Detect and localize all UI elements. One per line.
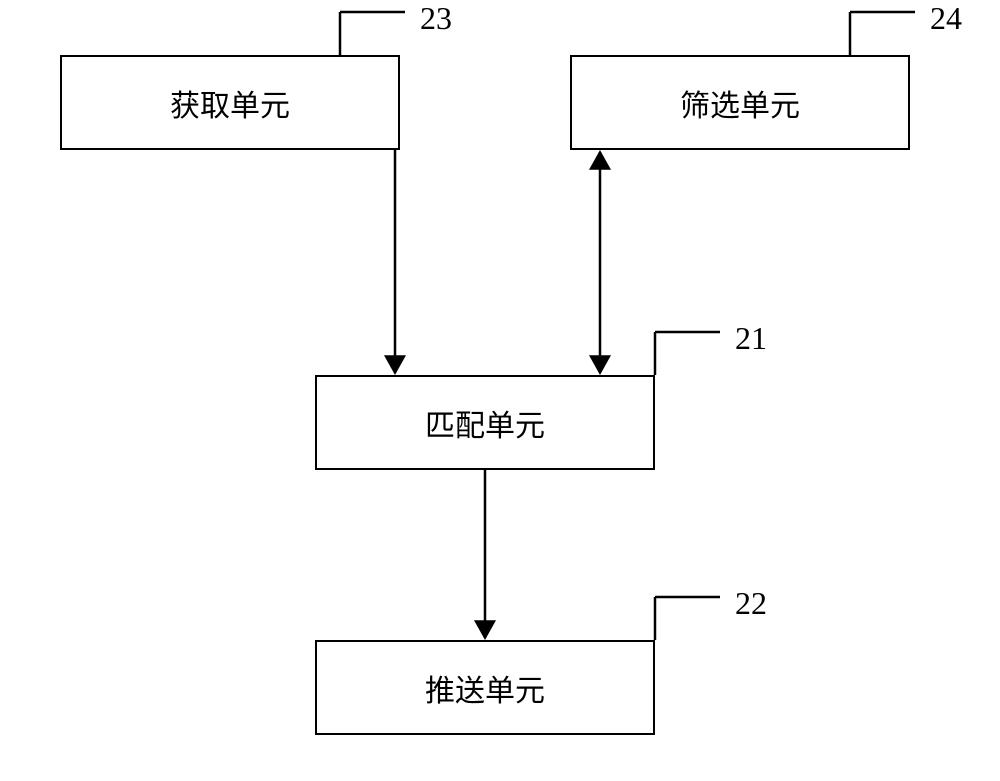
node-n23: 获取单元 [60, 55, 400, 150]
node-n22: 推送单元 [315, 640, 655, 735]
node-label: 匹配单元 [425, 401, 545, 445]
callout-label-24: 24 [930, 0, 962, 37]
node-label: 筛选单元 [680, 81, 800, 125]
callout-label-22: 22 [735, 585, 767, 622]
callout-label-23: 23 [420, 0, 452, 37]
diagram-canvas: 获取单元 23 筛选单元 24 匹配单元 21 推送单元 22 [0, 0, 1000, 781]
node-label: 推送单元 [425, 666, 545, 710]
node-label: 获取单元 [170, 81, 290, 125]
node-n24: 筛选单元 [570, 55, 910, 150]
callout-label-21: 21 [735, 320, 767, 357]
node-n21: 匹配单元 [315, 375, 655, 470]
